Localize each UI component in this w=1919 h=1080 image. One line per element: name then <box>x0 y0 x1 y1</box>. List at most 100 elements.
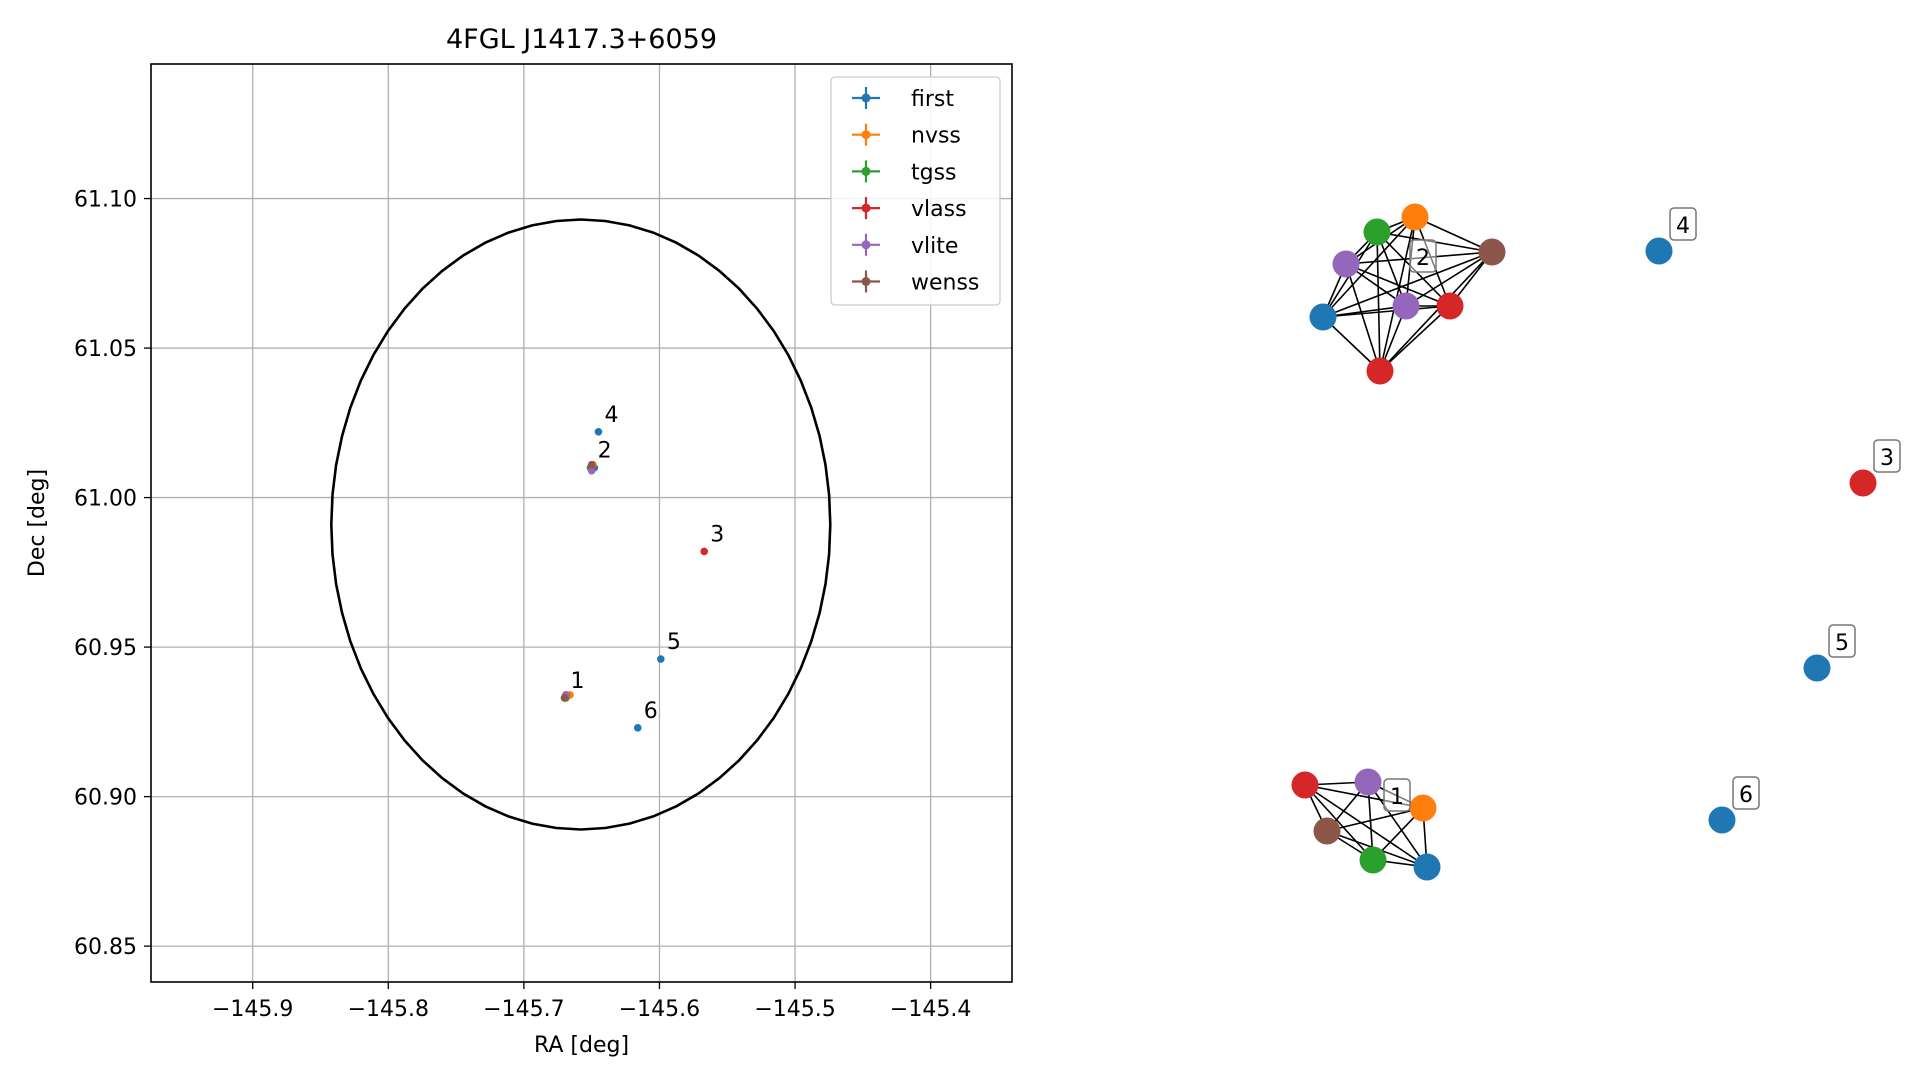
legend-marker <box>861 277 871 286</box>
network-nodes <box>1291 203 1877 881</box>
network-node-tgss <box>1363 218 1391 246</box>
point-annotation: 2 <box>598 439 612 464</box>
point-vlass <box>700 547 709 556</box>
legend-item-tgss: tgss <box>852 160 957 185</box>
network-edge <box>1379 305 1451 372</box>
network-edge <box>1322 216 1416 318</box>
point-annotation: 1 <box>571 669 585 694</box>
network-edge <box>1376 231 1381 372</box>
network-node-tgss <box>1359 846 1387 874</box>
x-tick-label: −145.9 <box>212 997 293 1022</box>
legend-item-vlite: vlite <box>852 233 958 259</box>
network-node-wenss <box>1478 238 1506 266</box>
network-node-wenss <box>1313 817 1341 845</box>
network-edge <box>1326 807 1424 832</box>
legend-item-vlass: vlass <box>852 197 967 222</box>
network-node-label: 1 <box>1383 778 1411 812</box>
network-node-first <box>1645 237 1673 265</box>
legend-marker <box>861 130 871 140</box>
network-labels: 1 2 3 4 5 6 <box>1383 207 1901 812</box>
legend-label: first <box>911 87 954 112</box>
error-ellipse-outline <box>329 218 832 831</box>
legend-item-nvss: nvss <box>852 123 961 149</box>
network-label-text: 5 <box>1835 631 1849 656</box>
network-edge <box>1345 263 1381 372</box>
network-node-first <box>1309 303 1337 331</box>
network-edge <box>1414 216 1493 253</box>
network-label-text: 3 <box>1880 446 1894 471</box>
x-tick-label: −145.8 <box>348 997 429 1022</box>
y-tick-label: 61.00 <box>74 487 137 512</box>
point-annotation: 5 <box>667 630 681 655</box>
point-annotation: 3 <box>710 522 724 547</box>
x-tick-label: −145.7 <box>483 997 564 1022</box>
y-tick-label: 61.10 <box>74 188 137 213</box>
network-graph: 1 2 3 4 5 6 <box>1291 203 1901 881</box>
y-tick-label: 60.90 <box>74 786 137 811</box>
legend-item-wenss: wenss <box>852 270 979 296</box>
legend-label: vlite <box>911 234 958 259</box>
network-node-first <box>1413 853 1441 881</box>
network-node-label: 4 <box>1669 207 1697 241</box>
network-edge <box>1367 781 1428 868</box>
network-node-nvss <box>1409 794 1437 822</box>
y-tick-label: 60.95 <box>74 636 137 661</box>
network-edge <box>1379 251 1493 372</box>
point-first <box>657 655 665 663</box>
legend-marker <box>861 93 871 103</box>
network-label-text: 2 <box>1416 246 1430 271</box>
legend-label: vlass <box>911 197 967 222</box>
legend-marker <box>861 240 871 250</box>
network-node-vlass <box>1291 771 1319 799</box>
error-ellipse <box>329 218 832 831</box>
network-node-label: 5 <box>1828 624 1856 658</box>
y-axis-ticks: 60.85 60.90 60.95 61.00 61.05 61.10 <box>74 188 151 960</box>
y-axis-label: Dec [deg] <box>25 469 50 577</box>
network-node-label: 6 <box>1732 776 1760 810</box>
network-edge <box>1322 305 1407 318</box>
legend-item-first: first <box>852 87 954 112</box>
network-node-label: 2 <box>1409 239 1437 273</box>
network-node-vlass <box>1366 357 1394 385</box>
network-edge <box>1345 263 1451 307</box>
x-axis-label: RA [deg] <box>534 1033 629 1058</box>
point-annotations: 1 2 3 4 5 6 <box>571 403 725 724</box>
point-wenss <box>560 694 569 702</box>
x-tick-label: −145.6 <box>619 997 700 1022</box>
network-label-text: 4 <box>1676 214 1690 239</box>
network-edge <box>1379 216 1416 372</box>
data-points <box>560 427 709 732</box>
network-node-first <box>1708 806 1736 834</box>
legend-label: nvss <box>911 124 961 149</box>
x-tick-label: −145.5 <box>754 997 835 1022</box>
legend: first nvss tgss vlass vlite wenss <box>830 76 1001 306</box>
x-tick-label: −145.4 <box>890 997 971 1022</box>
network-node-first <box>1803 654 1831 682</box>
network-edge <box>1304 784 1374 861</box>
network-node-vlass <box>1849 469 1877 497</box>
network-node-nvss <box>1401 203 1429 231</box>
point-vlite <box>587 466 596 475</box>
network-edge <box>1322 305 1451 318</box>
point-wenss <box>587 460 596 469</box>
scatter-plot: 1 2 3 4 5 6 −145.9 −145.8 −145.7 −145.6 −145.5 −14… <box>25 24 1013 1058</box>
point-first <box>633 724 642 732</box>
network-node-vlite <box>1354 768 1382 796</box>
network-node-vlite <box>1392 292 1420 320</box>
point-annotation: 4 <box>604 403 618 428</box>
network-label-text: 1 <box>1390 785 1404 810</box>
chart-title: 4FGL J1417.3+6059 <box>446 24 717 55</box>
legend-marker <box>861 166 871 176</box>
legend-label: tgss <box>911 160 957 185</box>
axes-frame <box>150 63 1013 983</box>
network-edge <box>1405 251 1493 307</box>
point-annotation: 6 <box>644 699 658 724</box>
network-node-vlite <box>1332 250 1360 278</box>
y-tick-label: 60.85 <box>74 935 137 960</box>
point-first <box>594 427 603 436</box>
network-edge <box>1304 784 1428 868</box>
legend-marker <box>861 203 871 213</box>
network-node-vlass <box>1436 292 1464 320</box>
network-node-label: 3 <box>1873 439 1901 473</box>
